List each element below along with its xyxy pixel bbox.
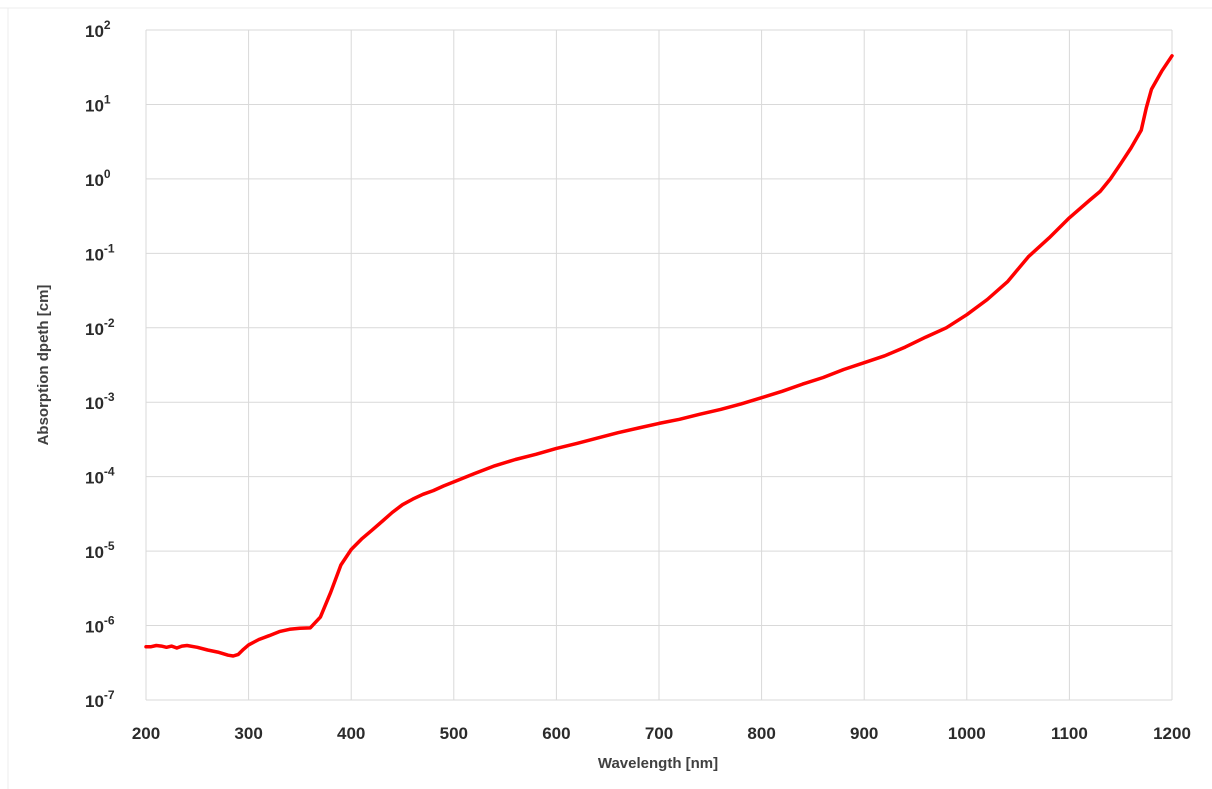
y-tick-label-exponent: 1: [104, 92, 111, 106]
y-tick-label: 100: [85, 167, 111, 190]
y-tick-label-exponent: -3: [104, 390, 115, 404]
y-tick-label-base: 10: [85, 394, 104, 413]
x-tick-label: 1100: [1051, 724, 1088, 743]
x-axis-title: Wavelength [nm]: [598, 755, 718, 772]
y-tick-label-exponent: 0: [104, 167, 111, 181]
x-tick-label: 400: [337, 724, 365, 743]
y-tick-label-exponent: 2: [104, 18, 111, 32]
x-tick-label: 900: [850, 724, 878, 743]
x-tick-label: 300: [234, 724, 262, 743]
y-tick-label: 10-6: [85, 614, 115, 637]
series-line: [144, 54, 1174, 658]
grid-lines: [145, 29, 1173, 701]
x-tick-label: 800: [747, 724, 775, 743]
y-tick-label-base: 10: [85, 469, 104, 488]
x-tick-label: 600: [542, 724, 570, 743]
y-tick-label: 10-5: [85, 539, 115, 562]
x-tick-label: 700: [645, 724, 673, 743]
x-tick-labels: 200 300 400 500 600 700 800 900 1000 1100 1200: [132, 724, 1191, 743]
y-tick-label-base: 10: [85, 543, 104, 562]
y-tick-label-exponent: -2: [104, 316, 115, 330]
x-tick-label: 1200: [1153, 724, 1191, 743]
y-tick-label-exponent: -5: [104, 539, 115, 553]
y-axis-title: Absorption dpeth [cm]: [35, 285, 52, 446]
y-tick-label: 10-7: [85, 688, 115, 711]
y-tick-label-exponent: -6: [104, 614, 115, 628]
y-tick-label-exponent: -1: [104, 241, 115, 255]
y-tick-label-base: 10: [85, 320, 104, 339]
y-tick-label-exponent: -7: [104, 688, 115, 702]
y-tick-label-base: 10: [85, 245, 104, 264]
data-series: [144, 54, 1174, 658]
y-tick-label-base: 10: [85, 171, 104, 190]
y-tick-label: 10-3: [85, 390, 115, 413]
x-tick-label: 1000: [948, 724, 986, 743]
x-tick-label: 500: [440, 724, 468, 743]
y-tick-label: 101: [85, 92, 111, 115]
y-tick-label: 10-4: [85, 465, 115, 488]
y-tick-label: 10-1: [85, 241, 115, 264]
y-tick-label: 102: [85, 18, 111, 41]
y-tick-label-base: 10: [85, 618, 104, 637]
y-tick-label-base: 10: [85, 692, 104, 711]
y-tick-label-exponent: -4: [104, 465, 115, 479]
y-tick-label-base: 10: [85, 22, 104, 41]
x-tick-label: 200: [132, 724, 160, 743]
y-tick-label: 10-2: [85, 316, 115, 339]
y-tick-label-base: 10: [85, 96, 104, 115]
